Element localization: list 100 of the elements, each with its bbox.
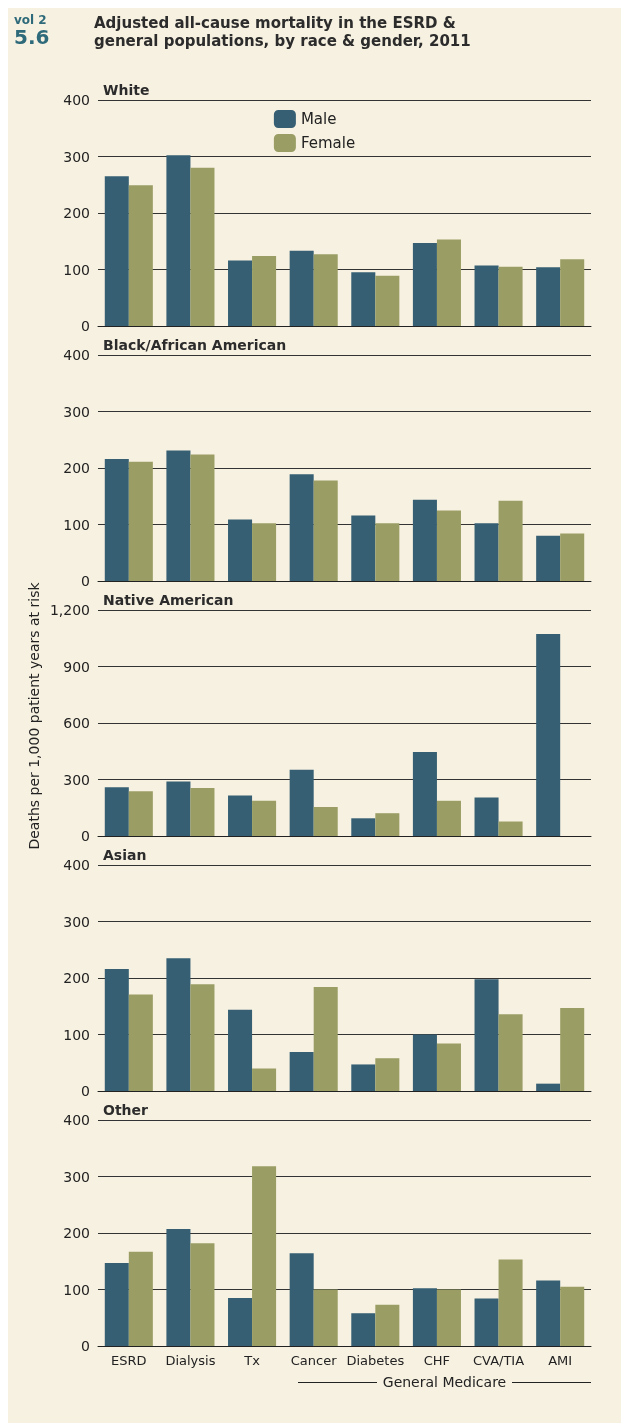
- y-tick-label: 100: [63, 261, 90, 278]
- bar: [436, 1043, 461, 1091]
- bar: [128, 791, 153, 836]
- bar: [536, 535, 561, 581]
- x-tick-label: Tx: [243, 1353, 261, 1368]
- bar: [228, 260, 253, 326]
- y-tick-label: 200: [63, 1225, 90, 1241]
- bar: [412, 1288, 437, 1346]
- bar: [560, 1007, 585, 1091]
- x-tick-label: AMI: [548, 1353, 573, 1368]
- chart-subtitle: Asian: [103, 847, 147, 863]
- bar: [498, 500, 523, 581]
- bar: [498, 821, 523, 836]
- bar: [190, 454, 215, 581]
- bar: [536, 1083, 561, 1091]
- bar: [560, 1286, 585, 1346]
- y-tick-label: 0: [81, 1338, 90, 1354]
- bar: [228, 519, 253, 581]
- chart-subtitle: Other: [103, 1102, 149, 1118]
- bar: [474, 265, 499, 326]
- bar: [498, 266, 523, 326]
- x-tick-label: CVA/TIA: [473, 1353, 525, 1368]
- text: General Medicare: [382, 1374, 507, 1390]
- bar: [104, 1262, 129, 1346]
- bar: [252, 255, 277, 326]
- bar: [104, 458, 129, 581]
- bar: [128, 461, 153, 581]
- chart-subtitle: Black/African American: [103, 337, 287, 353]
- chart-subtitle: White: [103, 82, 150, 98]
- y-tick-label: 100: [63, 1026, 90, 1043]
- y-tick-label: 200: [63, 460, 90, 476]
- bar: [536, 1280, 561, 1346]
- y-tick-label: 400: [63, 1112, 90, 1128]
- y-tick-label: 400: [63, 857, 90, 873]
- bar: [252, 1166, 277, 1346]
- bar: [436, 1289, 461, 1346]
- x-tick-label: Diabetes: [346, 1353, 405, 1368]
- legend-label: Female: [300, 134, 356, 152]
- text: 5.6: [14, 24, 51, 49]
- bar: [228, 1297, 253, 1346]
- y-tick-label: 100: [63, 516, 90, 533]
- bar: [289, 1253, 314, 1346]
- bar: [104, 968, 129, 1091]
- bar: [128, 185, 153, 326]
- y-tick-label: 900: [63, 658, 90, 675]
- y-tick-label: 200: [63, 205, 90, 221]
- bar: [375, 1304, 400, 1346]
- y-tick-label: 300: [63, 1168, 90, 1185]
- bar: [560, 259, 585, 326]
- bar: [375, 523, 400, 581]
- bar: [351, 1313, 376, 1346]
- bar: [190, 787, 215, 836]
- bar: [104, 176, 129, 326]
- bar: [228, 795, 253, 836]
- bar: [190, 1243, 215, 1346]
- bar: [166, 155, 191, 326]
- y-tick-label: 0: [81, 1083, 90, 1099]
- bar: [412, 242, 437, 326]
- x-tick-label: Cancer: [290, 1353, 338, 1368]
- bar: [351, 1064, 376, 1091]
- bar: [474, 797, 499, 836]
- y-axis-title: Deaths per 1,000 patient years at risk: [26, 581, 42, 850]
- bar: [375, 813, 400, 836]
- bar: [252, 1068, 277, 1091]
- bar: [412, 499, 437, 581]
- bar: [166, 450, 191, 581]
- y-tick-label: 400: [63, 347, 90, 363]
- text: vol 2: [14, 13, 48, 27]
- y-tick-label: 300: [63, 148, 90, 165]
- bar: [252, 800, 277, 836]
- bar: [289, 474, 314, 581]
- bar: [498, 1014, 523, 1091]
- bar: [560, 533, 585, 581]
- bar: [436, 800, 461, 836]
- bar: [313, 254, 338, 326]
- bar: [375, 1058, 400, 1091]
- y-tick-label: 1,200: [49, 602, 90, 618]
- chart-subtitle: Native American: [103, 592, 234, 608]
- x-tick-label: Dialysis: [165, 1353, 216, 1368]
- x-tick-label: ESRD: [111, 1353, 147, 1368]
- bar: [313, 480, 338, 581]
- bar: [166, 781, 191, 836]
- bar: [104, 787, 129, 836]
- y-tick-label: 0: [81, 318, 90, 334]
- bar: [228, 1009, 253, 1091]
- bar: [536, 633, 561, 836]
- y-tick-label: 0: [81, 828, 90, 844]
- bar: [128, 994, 153, 1091]
- bar: [436, 510, 461, 581]
- bar: [252, 523, 277, 581]
- x-tick-label: CHF: [423, 1353, 451, 1368]
- bar: [313, 987, 338, 1091]
- bar: [351, 818, 376, 836]
- bar: [289, 769, 314, 836]
- bar: [289, 250, 314, 326]
- bar: [351, 272, 376, 326]
- bar: [412, 1034, 437, 1091]
- bar: [313, 807, 338, 836]
- bar: [128, 1251, 153, 1346]
- y-tick-label: 0: [81, 573, 90, 589]
